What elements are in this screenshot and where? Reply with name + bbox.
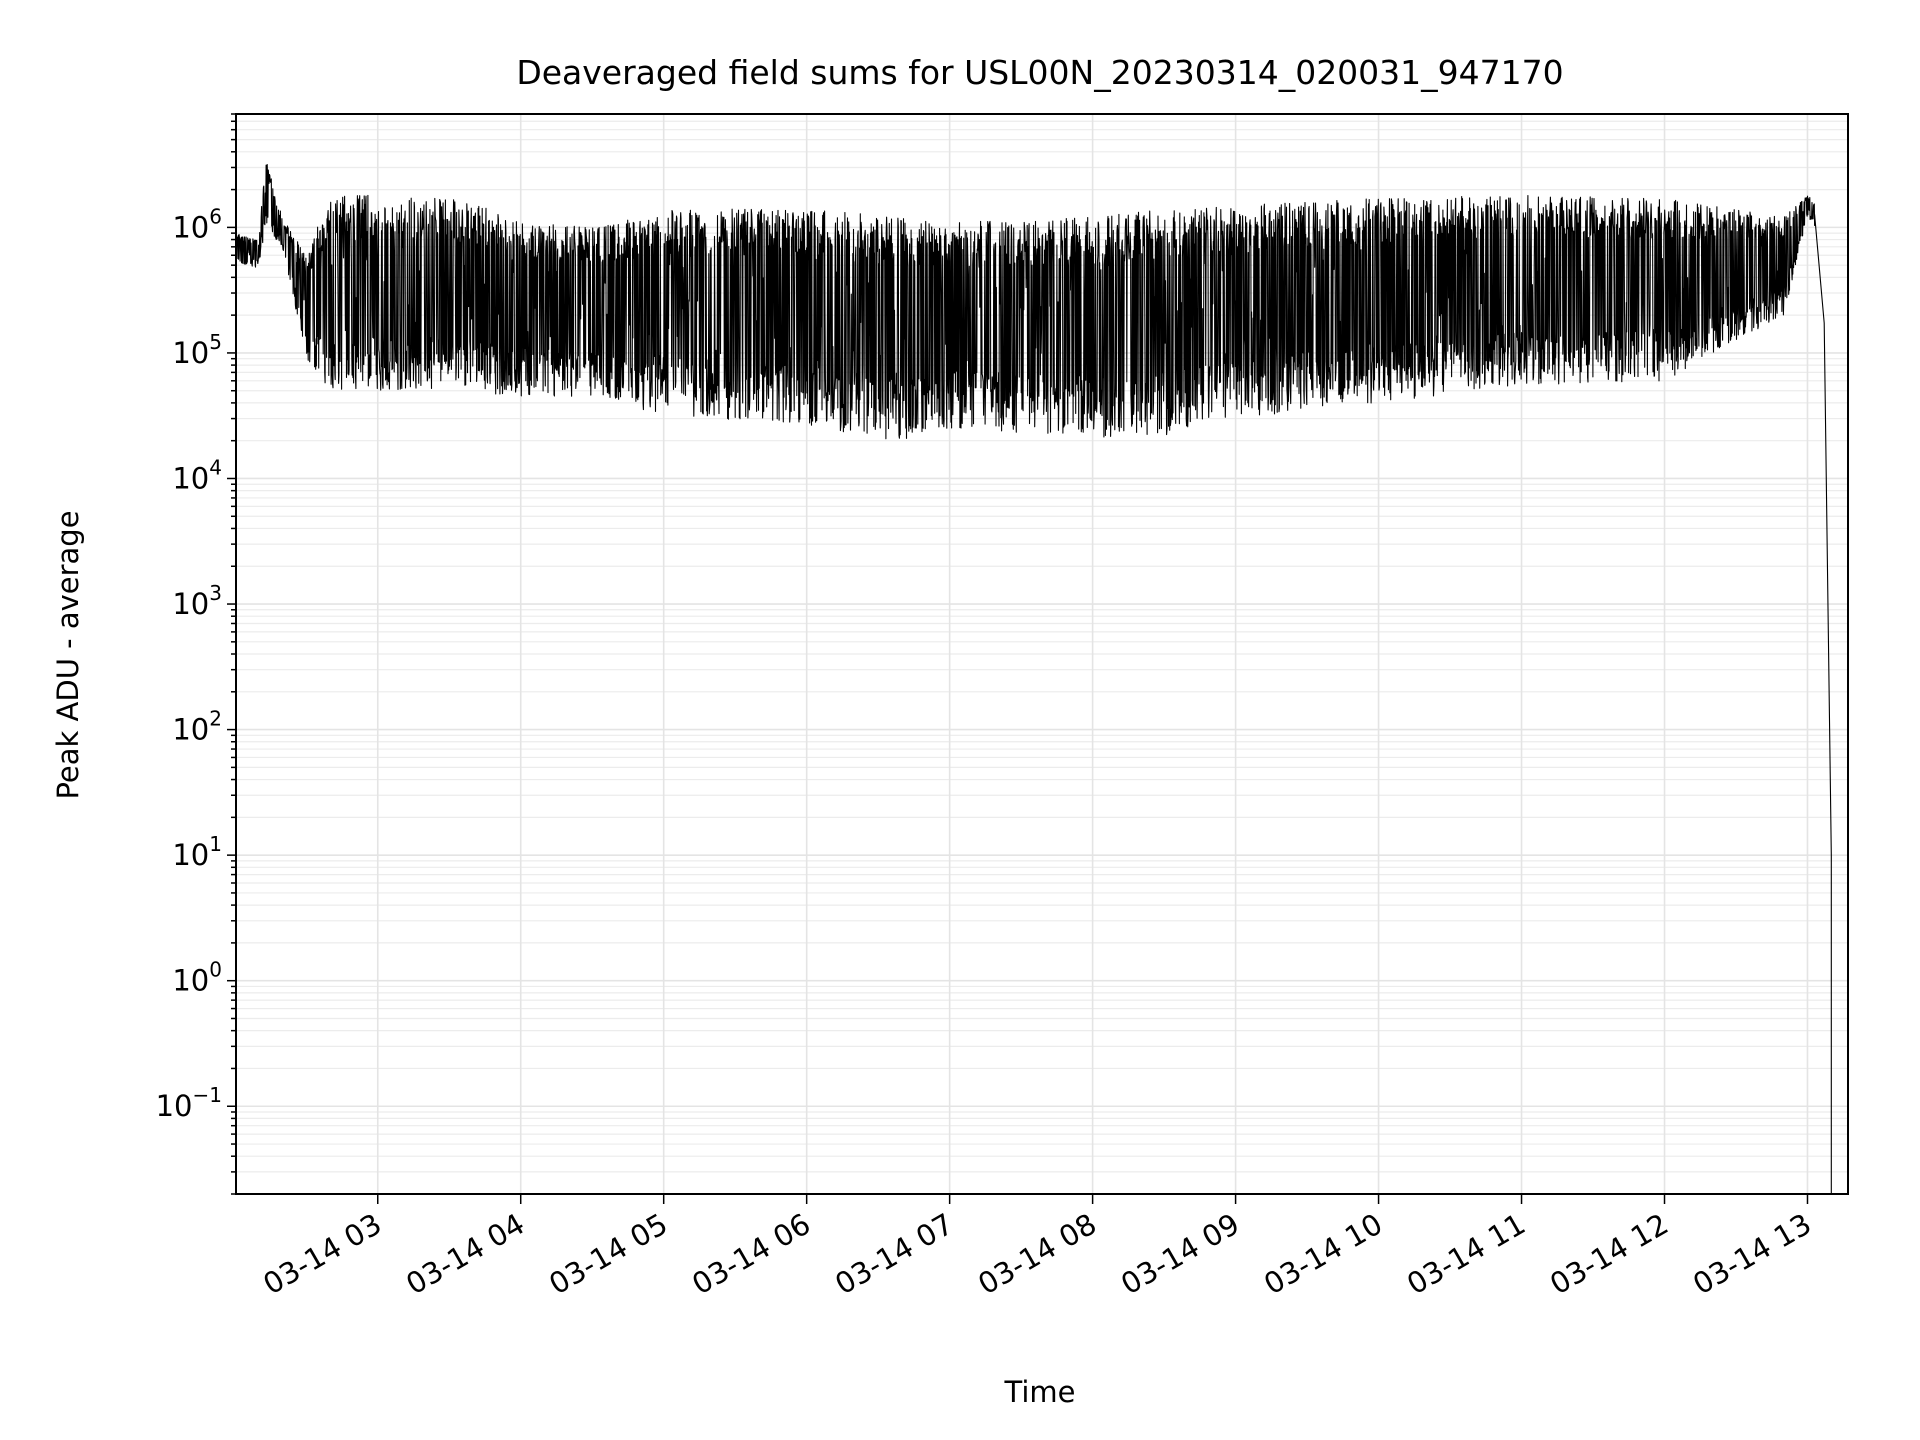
x-tick-label: 03-14 11 bbox=[1401, 1207, 1531, 1302]
plot-frame bbox=[235, 113, 1849, 1195]
y-tick-label: 104 bbox=[172, 455, 222, 495]
x-tick-label: 03-14 09 bbox=[1115, 1207, 1245, 1302]
x-tick-label: 03-14 10 bbox=[1258, 1207, 1388, 1302]
x-axis-label: Time bbox=[1004, 1375, 1076, 1409]
x-tick-label: 03-14 07 bbox=[829, 1207, 959, 1302]
y-tick-label: 102 bbox=[172, 707, 222, 747]
series-line bbox=[235, 163, 1832, 1194]
y-tick-label: 10−1 bbox=[156, 1083, 222, 1123]
y-tick-label: 101 bbox=[172, 832, 222, 872]
y-tick-label: 105 bbox=[172, 330, 222, 370]
y-tick-label: 100 bbox=[172, 958, 222, 998]
y-tick-label: 106 bbox=[172, 204, 222, 244]
x-tick-label: 03-14 04 bbox=[400, 1207, 530, 1302]
y-axis-label: Peak ADU - average bbox=[51, 510, 85, 799]
x-tick-label: 03-14 05 bbox=[543, 1207, 673, 1302]
y-tick-label: 103 bbox=[172, 581, 222, 621]
x-tick-label: 03-14 06 bbox=[686, 1207, 816, 1302]
chart-title: Deaveraged field sums for USL00N_2023031… bbox=[516, 53, 1563, 92]
x-tick-label: 03-14 13 bbox=[1687, 1207, 1817, 1302]
x-tick-label: 03-14 08 bbox=[972, 1207, 1102, 1302]
x-tick-label: 03-14 12 bbox=[1544, 1207, 1674, 1302]
series-line-path bbox=[235, 163, 1832, 1194]
x-tick-label: 03-14 03 bbox=[257, 1207, 387, 1302]
